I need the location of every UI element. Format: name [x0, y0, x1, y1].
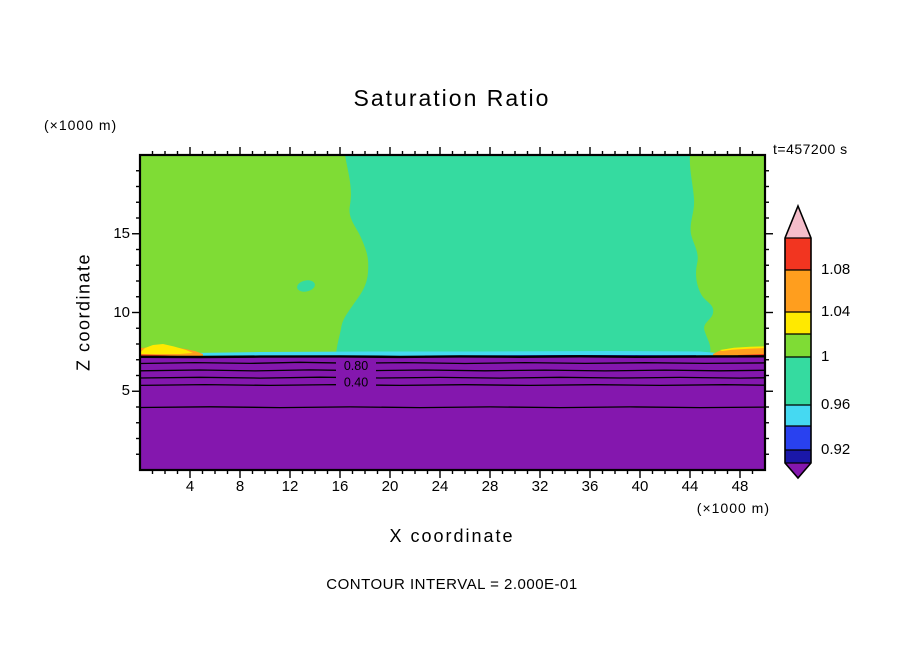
contour-line	[139, 383, 766, 387]
y-axis-label: Z coordinate	[73, 252, 94, 372]
plot-frame	[138, 153, 767, 472]
contour-interval-note: CONTOUR INTERVAL = 2.000E-01	[326, 576, 578, 593]
colorbar-segment-blue	[785, 426, 811, 450]
contour-label-mask	[336, 375, 376, 390]
contour-line	[139, 376, 766, 379]
contour-line	[139, 369, 766, 372]
x-tick-label: 48	[731, 478, 749, 495]
region-purple-lower	[140, 356, 765, 470]
colorbar-outline	[784, 203, 812, 480]
colorbar	[784, 203, 812, 480]
x-tick-label: 32	[531, 478, 549, 495]
x-tick-label: 12	[281, 478, 299, 495]
x-tick-label: 28	[481, 478, 499, 495]
colorbar-segment-red	[785, 238, 811, 270]
contour-plot: 0.80 0.40	[132, 147, 773, 478]
colorbar-segment-cyan	[785, 405, 811, 426]
y-axis-units: (×1000 m)	[44, 117, 118, 133]
colorbar-separators	[785, 237, 811, 464]
region-teal-central	[336, 155, 714, 358]
chart-title: Saturation Ratio	[353, 85, 551, 111]
timestamp-label: t=457200 s	[773, 141, 848, 157]
contour-line	[139, 361, 766, 365]
colorbar-label: 1	[821, 348, 830, 365]
colorbar-segment-yellow	[785, 312, 811, 334]
contour-label-upper: 0.80	[344, 359, 368, 373]
x-tick-label: 40	[631, 478, 649, 495]
colorbar-label: 0.96	[821, 396, 851, 413]
colorbar-label: 0.92	[821, 441, 851, 458]
contour-line	[139, 406, 766, 409]
colorbar-segment-orange	[785, 270, 811, 312]
y-tick-label: 10	[113, 304, 130, 321]
region-yellow-right	[720, 346, 765, 351]
x-tick-label: 44	[681, 478, 699, 495]
y-tick-label: 15	[113, 225, 130, 242]
colorbar-segment-teal	[785, 357, 811, 405]
x-tick-label: 4	[185, 478, 195, 495]
x-tick-label: 20	[381, 478, 399, 495]
x-axis-units: (×1000 m)	[696, 500, 770, 516]
x-tick-label: 16	[331, 478, 349, 495]
colorbar-segment-purple	[785, 463, 811, 478]
x-tick-label: 36	[581, 478, 599, 495]
interface-contour-line	[139, 355, 766, 359]
colorbar-label: 1.08	[821, 261, 851, 278]
x-axis-label: X coordinate	[389, 526, 515, 546]
colorbar-segment-pink	[785, 206, 811, 238]
y-tick-label: 5	[121, 382, 130, 399]
x-tick-label: 24	[431, 478, 449, 495]
colorbar-label: 1.04	[821, 303, 851, 320]
contour-label-lower: 0.40	[344, 376, 368, 390]
colorbar-segment-green	[785, 334, 811, 357]
contour-lines-group	[139, 361, 766, 409]
region-teal-blob	[297, 280, 315, 292]
contour-label-mask	[336, 358, 376, 373]
region-yellow-left	[140, 344, 193, 354]
colorbar-segment-navy	[785, 450, 811, 463]
x-tick-label: 8	[235, 478, 245, 495]
